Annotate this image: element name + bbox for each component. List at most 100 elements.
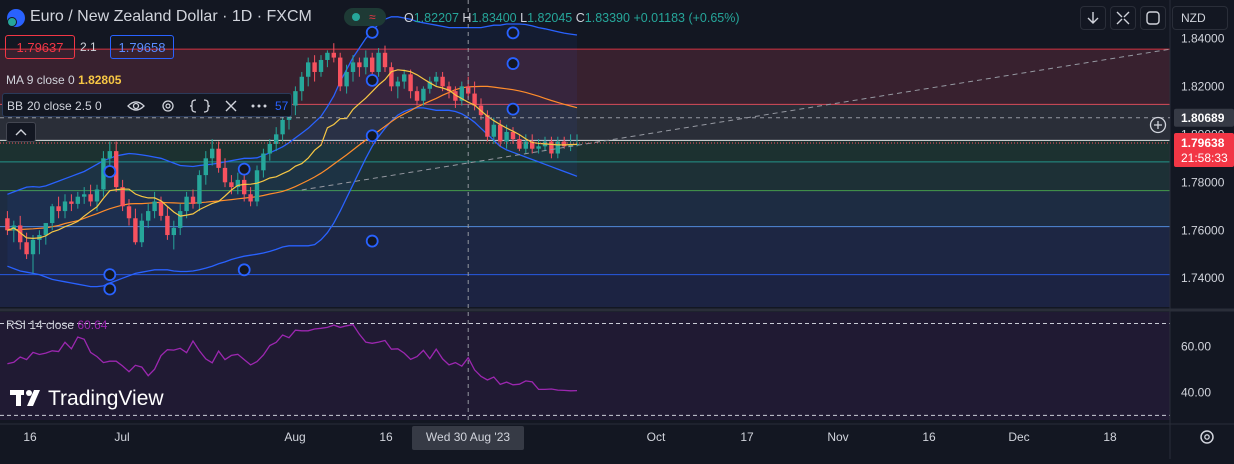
candle <box>338 52 343 92</box>
source-code-icon[interactable] <box>189 99 211 113</box>
candle-body <box>184 196 189 212</box>
candle-body <box>331 52 336 58</box>
settings-gear-icon[interactable] <box>1197 427 1217 452</box>
rsi-line <box>7 323 578 392</box>
candle <box>344 64 349 94</box>
candle-body <box>261 153 266 171</box>
bb-legend[interactable]: BB 20 close 2.5 0 57 <box>2 93 292 117</box>
candle-body <box>274 134 279 144</box>
time-tick-label: Wed 30 Aug '23 <box>426 430 510 444</box>
current-price-tag <box>1174 133 1234 168</box>
candle-body <box>139 220 144 243</box>
candle-body <box>203 158 208 176</box>
candle <box>510 127 516 144</box>
market-status-pill[interactable]: ≈ <box>344 8 386 26</box>
candle <box>293 86 298 116</box>
candle <box>414 86 420 106</box>
rsi-params: 14 close <box>29 318 75 332</box>
candle <box>242 175 247 202</box>
candle-body <box>114 151 119 188</box>
candle-body <box>75 196 80 204</box>
candle-body <box>402 74 407 82</box>
candle-body <box>30 239 36 255</box>
ma-value: 1.82805 <box>78 73 122 87</box>
collapse-legend-button[interactable] <box>6 122 36 142</box>
time-tick-label: 16 <box>23 430 37 444</box>
candle-body <box>235 179 240 188</box>
candle-body <box>523 141 528 149</box>
fib-zone <box>0 226 1170 275</box>
signal-marker <box>506 26 520 40</box>
tradingview-watermark: TradingView <box>8 384 198 412</box>
rsi-label: RSI <box>6 318 27 332</box>
candle-body <box>504 131 509 142</box>
eye-icon[interactable] <box>127 101 145 111</box>
candle-body <box>88 194 93 202</box>
signal-marker <box>237 263 251 277</box>
fullscreen-button[interactable] <box>1110 6 1136 30</box>
candle <box>267 139 272 161</box>
spread-value: 2.1 <box>80 40 97 54</box>
candle <box>114 141 119 192</box>
crosshair-price-label: 1.80689 <box>1181 111 1225 125</box>
candle-body <box>56 206 61 212</box>
rsi-legend[interactable]: RSI 14 close 60.64 <box>6 318 107 332</box>
candle-body <box>50 206 55 224</box>
signal-marker <box>103 165 117 178</box>
candle-body <box>350 62 356 72</box>
candle-body <box>222 167 228 183</box>
candle-body <box>517 139 522 149</box>
signal-marker <box>506 102 520 116</box>
symbol-title[interactable]: Euro / New Zealand Dollar · 1D · FXCM <box>30 8 312 25</box>
candle <box>146 203 151 228</box>
scroll-down-button[interactable] <box>1080 6 1106 30</box>
screenshot-button[interactable] <box>1140 6 1166 30</box>
candle-body <box>485 115 490 137</box>
candle-body <box>357 62 362 68</box>
time-tick-label: 18 <box>1103 430 1117 444</box>
sell-button[interactable]: 1.79637 <box>5 35 75 59</box>
candle <box>536 139 541 154</box>
candle-body <box>325 52 330 60</box>
bb-label: BB <box>7 99 24 113</box>
ohlc-low-label: L <box>520 11 528 25</box>
more-dots-icon[interactable] <box>251 104 267 108</box>
time-tick-label: 16 <box>379 430 393 444</box>
ma-params: 9 close 0 <box>26 73 75 87</box>
candle <box>434 71 439 87</box>
ohlc-open-label: O <box>404 11 414 25</box>
candle-body <box>363 57 368 68</box>
candle-body <box>101 158 106 190</box>
price-tick-label: 1.78000 <box>1181 175 1225 189</box>
price-tick-label: 1.76000 <box>1181 223 1225 237</box>
candle <box>299 71 304 101</box>
candle-body <box>18 225 23 243</box>
signal-marker <box>365 25 379 39</box>
ma-legend[interactable]: MA 9 close 0 1.82805 <box>6 73 121 87</box>
signal-marker <box>237 162 251 176</box>
settings-gear-icon[interactable] <box>162 100 174 112</box>
candle-body <box>178 211 183 228</box>
candle-body <box>293 91 298 106</box>
candle <box>408 69 413 99</box>
buy-button[interactable]: 1.79658 <box>110 35 174 59</box>
rsi-value: 60.64 <box>77 318 108 332</box>
candle <box>248 187 253 207</box>
candle <box>261 148 266 178</box>
add-alert-icon[interactable] <box>1148 115 1168 140</box>
candle-body <box>126 206 132 219</box>
candle <box>30 235 36 274</box>
candle <box>555 136 560 159</box>
candle-body <box>82 194 87 197</box>
remove-close-icon[interactable] <box>225 100 237 112</box>
candle-body <box>242 179 247 195</box>
candle-body <box>280 119 285 135</box>
currency-select[interactable]: NZD <box>1172 6 1228 30</box>
candle <box>325 50 330 68</box>
ohlc-close-label: C <box>575 11 585 25</box>
signal-marker <box>103 282 117 296</box>
candle-body <box>312 62 317 72</box>
candle <box>139 213 144 248</box>
candle-body <box>216 148 221 168</box>
